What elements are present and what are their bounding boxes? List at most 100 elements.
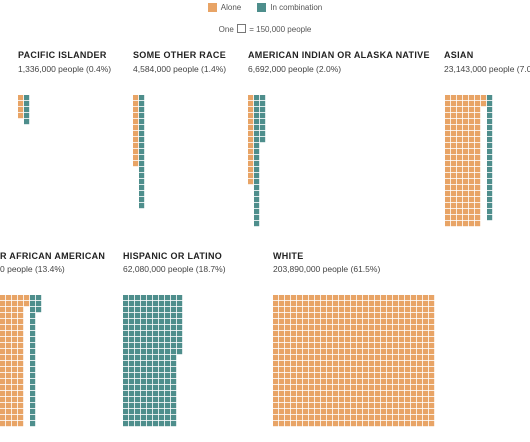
alone-square <box>279 379 285 385</box>
alone-square <box>393 343 399 349</box>
alone-square <box>12 301 18 307</box>
alone-square <box>469 143 475 149</box>
alone-square <box>375 403 381 409</box>
alone-square <box>451 179 457 185</box>
alone-square <box>327 349 333 355</box>
alone-square <box>357 379 363 385</box>
combination-square <box>254 137 260 143</box>
alone-square <box>333 391 339 397</box>
group-title-white: WHITE <box>273 251 304 261</box>
alone-square <box>475 197 481 203</box>
combination-square <box>159 385 165 391</box>
alone-square <box>451 191 457 197</box>
alone-square <box>451 125 457 131</box>
alone-square <box>369 415 375 421</box>
alone-square <box>133 119 139 125</box>
alone-square <box>18 331 24 337</box>
alone-square <box>6 301 12 307</box>
combination-square <box>260 107 266 113</box>
alone-square <box>393 325 399 331</box>
combination-square <box>129 409 135 415</box>
alone-square <box>315 343 321 349</box>
alone-square <box>451 221 457 227</box>
alone-square <box>248 101 254 107</box>
combination-square <box>171 403 177 409</box>
alone-square <box>429 307 435 313</box>
alone-square <box>285 409 291 415</box>
alone-square <box>309 301 315 307</box>
combination-square <box>30 403 36 409</box>
group-subtitle-hispanic-latino: 62,080,000 people (18.7%) <box>123 264 226 274</box>
alone-square <box>411 421 417 427</box>
alone-square <box>327 355 333 361</box>
alone-square <box>423 373 429 379</box>
alone-square <box>363 319 369 325</box>
alone-square <box>405 313 411 319</box>
alone-square <box>417 301 423 307</box>
alone-square <box>423 325 429 331</box>
alone-square <box>405 391 411 397</box>
alone-square <box>375 307 381 313</box>
group-title-some-other-race: SOME OTHER RACE <box>133 50 227 60</box>
alone-square <box>248 131 254 137</box>
alone-square <box>339 373 345 379</box>
alone-square <box>393 355 399 361</box>
alone-square <box>0 349 6 355</box>
alone-square <box>273 367 279 373</box>
combination-square <box>487 191 493 197</box>
alone-square <box>333 343 339 349</box>
alone-square <box>279 301 285 307</box>
combination-square <box>487 143 493 149</box>
alone-square <box>399 331 405 337</box>
alone-square <box>363 385 369 391</box>
alone-square <box>417 403 423 409</box>
alone-square <box>469 161 475 167</box>
alone-square <box>345 319 351 325</box>
alone-square <box>429 385 435 391</box>
combination-square <box>147 295 153 301</box>
alone-square <box>285 421 291 427</box>
alone-square <box>339 403 345 409</box>
combination-square <box>147 337 153 343</box>
alone-square <box>405 361 411 367</box>
alone-square <box>357 367 363 373</box>
alone-square <box>423 349 429 355</box>
alone-square <box>417 373 423 379</box>
alone-square <box>279 403 285 409</box>
alone-square <box>248 155 254 161</box>
alone-square <box>363 337 369 343</box>
alone-square <box>417 355 423 361</box>
combination-square <box>159 307 165 313</box>
alone-square <box>399 301 405 307</box>
alone-square <box>285 391 291 397</box>
combination-square <box>123 331 129 337</box>
alone-square <box>345 337 351 343</box>
combination-square <box>147 325 153 331</box>
alone-square <box>351 313 357 319</box>
combination-square <box>165 409 171 415</box>
alone-square <box>445 125 451 131</box>
alone-square <box>345 403 351 409</box>
combination-square <box>24 113 30 119</box>
alone-square <box>411 403 417 409</box>
alone-square <box>445 113 451 119</box>
alone-square <box>423 301 429 307</box>
alone-square <box>327 319 333 325</box>
alone-square <box>381 379 387 385</box>
alone-square <box>375 415 381 421</box>
alone-square <box>315 319 321 325</box>
alone-square <box>273 355 279 361</box>
combination-square <box>129 337 135 343</box>
alone-square <box>411 391 417 397</box>
alone-square <box>423 379 429 385</box>
alone-square <box>475 161 481 167</box>
alone-square <box>469 197 475 203</box>
alone-square <box>417 409 423 415</box>
alone-square <box>351 415 357 421</box>
alone-square <box>339 385 345 391</box>
alone-square <box>399 295 405 301</box>
combination-square <box>159 367 165 373</box>
alone-square <box>381 409 387 415</box>
alone-square <box>357 409 363 415</box>
alone-square <box>273 349 279 355</box>
